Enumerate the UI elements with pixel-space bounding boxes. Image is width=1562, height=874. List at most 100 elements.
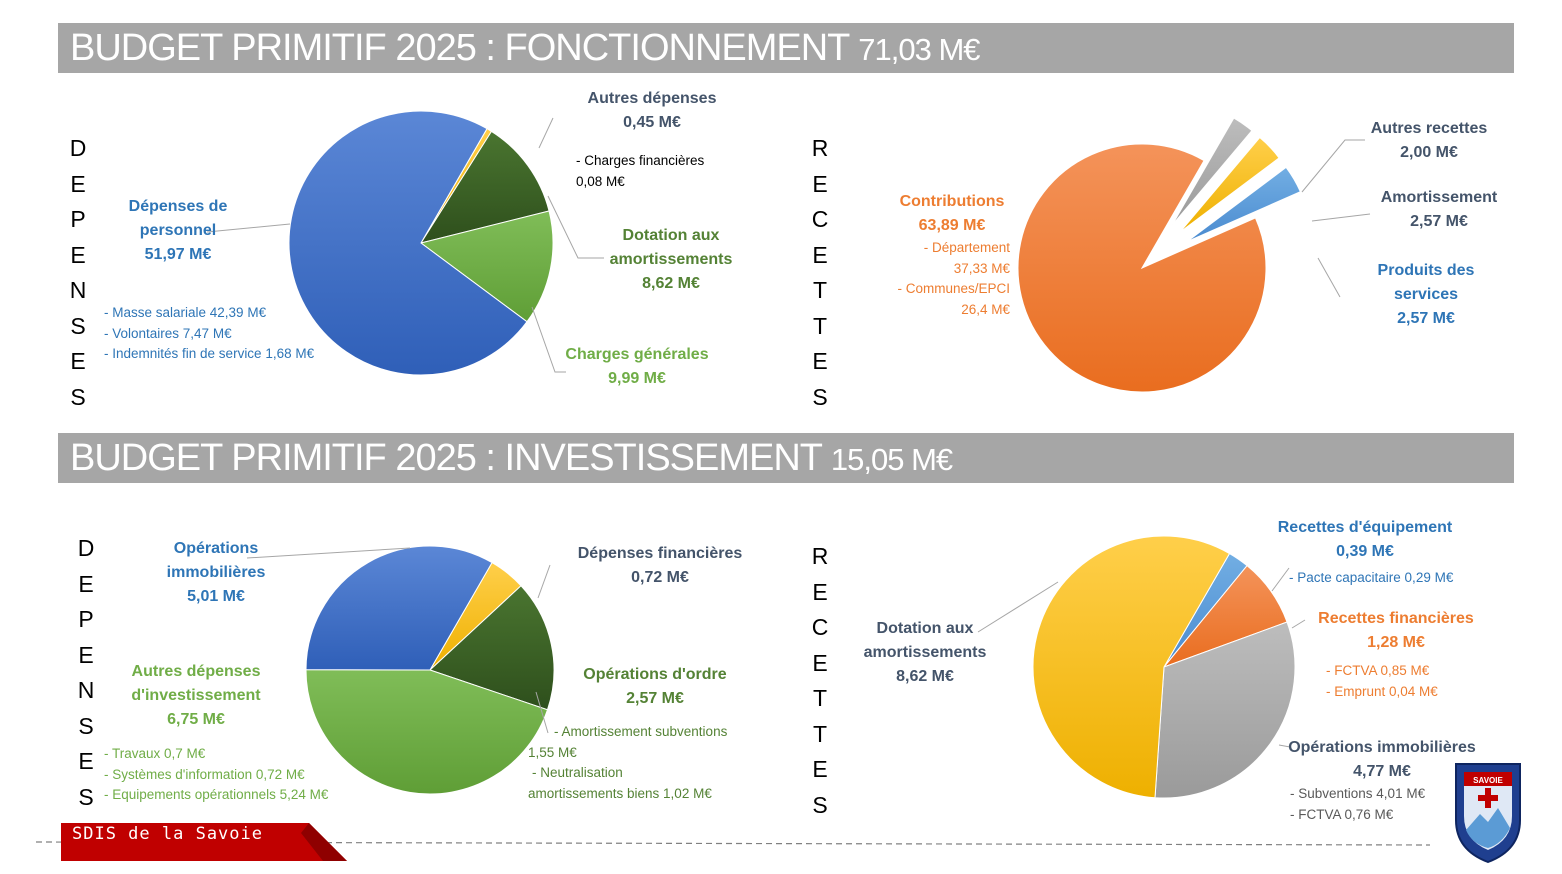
label-autres-depenses: Autres dépenses 0,45 M€ (572, 87, 732, 135)
leader-line (1311, 213, 1371, 222)
leader-line (537, 564, 551, 599)
label-title: Opérations d'ordre (583, 666, 727, 683)
label-title: Dépenses financières (577, 545, 743, 562)
label-title: services (1393, 286, 1459, 303)
pie-slice-dotation-aux-amortissements (419, 130, 550, 244)
letter: S (812, 791, 828, 818)
label-title: Charges générales (565, 346, 709, 363)
sub-item: - Charges financières (576, 153, 705, 168)
label-amount: 9,99 M€ (608, 370, 666, 387)
sub-item: - Volontaires 7,47 M€ (104, 325, 232, 341)
banner-title: BUDGET PRIMITIF 2025 : FONCTIONNEMENT 71… (70, 27, 981, 70)
label-title: Dotation aux (622, 227, 720, 244)
banner-title-text: BUDGET PRIMITIF 2025 : FONCTIONNEMENT (70, 27, 850, 69)
sub-item: 37,33 M€ (953, 260, 1010, 276)
label-title: Contributions (899, 193, 1005, 210)
label-amount: 2,57 M€ (1397, 310, 1455, 327)
letter: C (811, 206, 829, 232)
leader-line (1291, 619, 1306, 629)
sublist-recettes-financieres: - FCTVA 0,85 M€ - Emprunt 0,04 M€ (1326, 661, 1438, 702)
sub-item: - Travaux 0,7 M€ (104, 746, 206, 761)
label-amount: 51,97 M€ (144, 246, 212, 263)
letter: C (811, 614, 829, 640)
sub-item: amortissements biens 1,02 M€ (528, 785, 712, 801)
letter: P (70, 206, 86, 232)
label-amount: 2,57 M€ (626, 690, 684, 707)
pie-slice-autres-recettes (1171, 117, 1253, 226)
pie-slice-produits-des-services (1186, 166, 1301, 243)
sub-item: - Equipements opérationnels 5,24 M€ (104, 787, 329, 802)
sublist-recettes-equipement: - Pacte capacitaire 0,29 M€ (1289, 568, 1453, 589)
label-amount: 2,57 M€ (1410, 213, 1468, 230)
label-amount: 1,28 M€ (1367, 634, 1425, 651)
leader-line (1317, 257, 1341, 298)
label-title: Opérations (173, 540, 259, 557)
letter: N (77, 677, 95, 703)
sub-item: - Emprunt 0,04 M€ (1326, 683, 1438, 699)
banner-title: BUDGET PRIMITIF 2025 : INVESTISSEMENT 15… (70, 437, 953, 480)
leader-line (977, 581, 1059, 633)
label-depenses-financieres: Dépenses financières 0,72 M€ (566, 542, 754, 590)
sub-item: - Neutralisation (532, 765, 623, 780)
label-title: Dépenses de (128, 198, 228, 215)
leader-line (1278, 744, 1291, 748)
sub-item: - Département (923, 240, 1010, 255)
pie-fonctionnement-recettes (1017, 117, 1301, 393)
label-amount: 6,75 M€ (167, 711, 225, 728)
leader-lines (206, 117, 1371, 748)
label-title: Recettes d'équipement (1277, 519, 1453, 536)
pie-slice-depenses-de-personnel (288, 110, 528, 376)
leader-line (538, 117, 554, 149)
banner-amount: 71,03 M€ (858, 32, 980, 67)
label-depenses-personnel: Dépenses de personnel 51,97 M€ (112, 195, 244, 267)
pie-slice-contributions (1017, 143, 1267, 393)
banner-investissement: BUDGET PRIMITIF 2025 : INVESTISSEMENT 15… (58, 433, 1514, 483)
label-recettes-financieres: Recettes financières 1,28 M€ (1306, 607, 1486, 655)
letter: R (811, 543, 829, 569)
label-amortissement: Amortissement 2,57 M€ (1370, 186, 1508, 234)
sublist-personnel: - Masse salariale 42,39 M€ - Volontaires… (104, 303, 314, 365)
letter: P (78, 606, 94, 632)
shield-cross-h (1478, 795, 1498, 801)
sub-item: - Masse salariale 42,39 M€ (104, 305, 267, 320)
letter: S (78, 712, 94, 739)
letter: T (812, 312, 828, 339)
badge-fold (301, 823, 347, 861)
letter: D (77, 535, 95, 561)
label-produits-services: Produits des services 2,57 M€ (1362, 259, 1490, 331)
letter: E (78, 570, 94, 597)
leader-line (1271, 567, 1290, 592)
letter: E (70, 348, 86, 374)
pie-slice-amortissement (1179, 136, 1280, 233)
pie-slice-operations-d-ordre (429, 585, 555, 711)
pie-slice-autres-depenses-d-investissement (305, 669, 549, 795)
label-title: Autres dépenses (131, 663, 261, 680)
label-amount: 63,89 M€ (918, 217, 986, 234)
label-title: Amortissement (1380, 189, 1498, 206)
letter: E (812, 348, 828, 374)
label-recettes-equipement: Recettes d'équipement 0,39 M€ (1262, 516, 1468, 564)
letter: E (812, 756, 828, 782)
label-title: d'investissement (131, 687, 261, 704)
label-contributions: Contributions 63,89 M€ (888, 190, 1016, 238)
sublist-operations-ordre: - Amortissement subventions 1,55 M€ - Ne… (528, 722, 727, 804)
pie-slice-dotation-aux-amortissements (1032, 535, 1231, 799)
banner-amount: 15,05 M€ (830, 442, 953, 477)
leader-line (547, 195, 604, 259)
badge-shape (61, 823, 347, 861)
leader-line (206, 223, 291, 233)
sublist-contributions: - Département 37,33 M€ - Communes/EPCI 2… (860, 238, 1010, 320)
leader-line (531, 306, 566, 373)
letter: E (812, 170, 828, 197)
letter: E (812, 649, 828, 676)
footer-org-name: SDIS de la Savoie (72, 824, 263, 844)
label-title: immobilières (166, 564, 266, 581)
letter: N (69, 277, 87, 303)
letter: E (70, 241, 86, 268)
label-title: amortissements (863, 644, 987, 661)
banner-title-text: BUDGET PRIMITIF 2025 : INVESTISSEMENT (70, 437, 822, 479)
sub-item: - Systèmes d'information 0,72 M€ (104, 766, 305, 782)
